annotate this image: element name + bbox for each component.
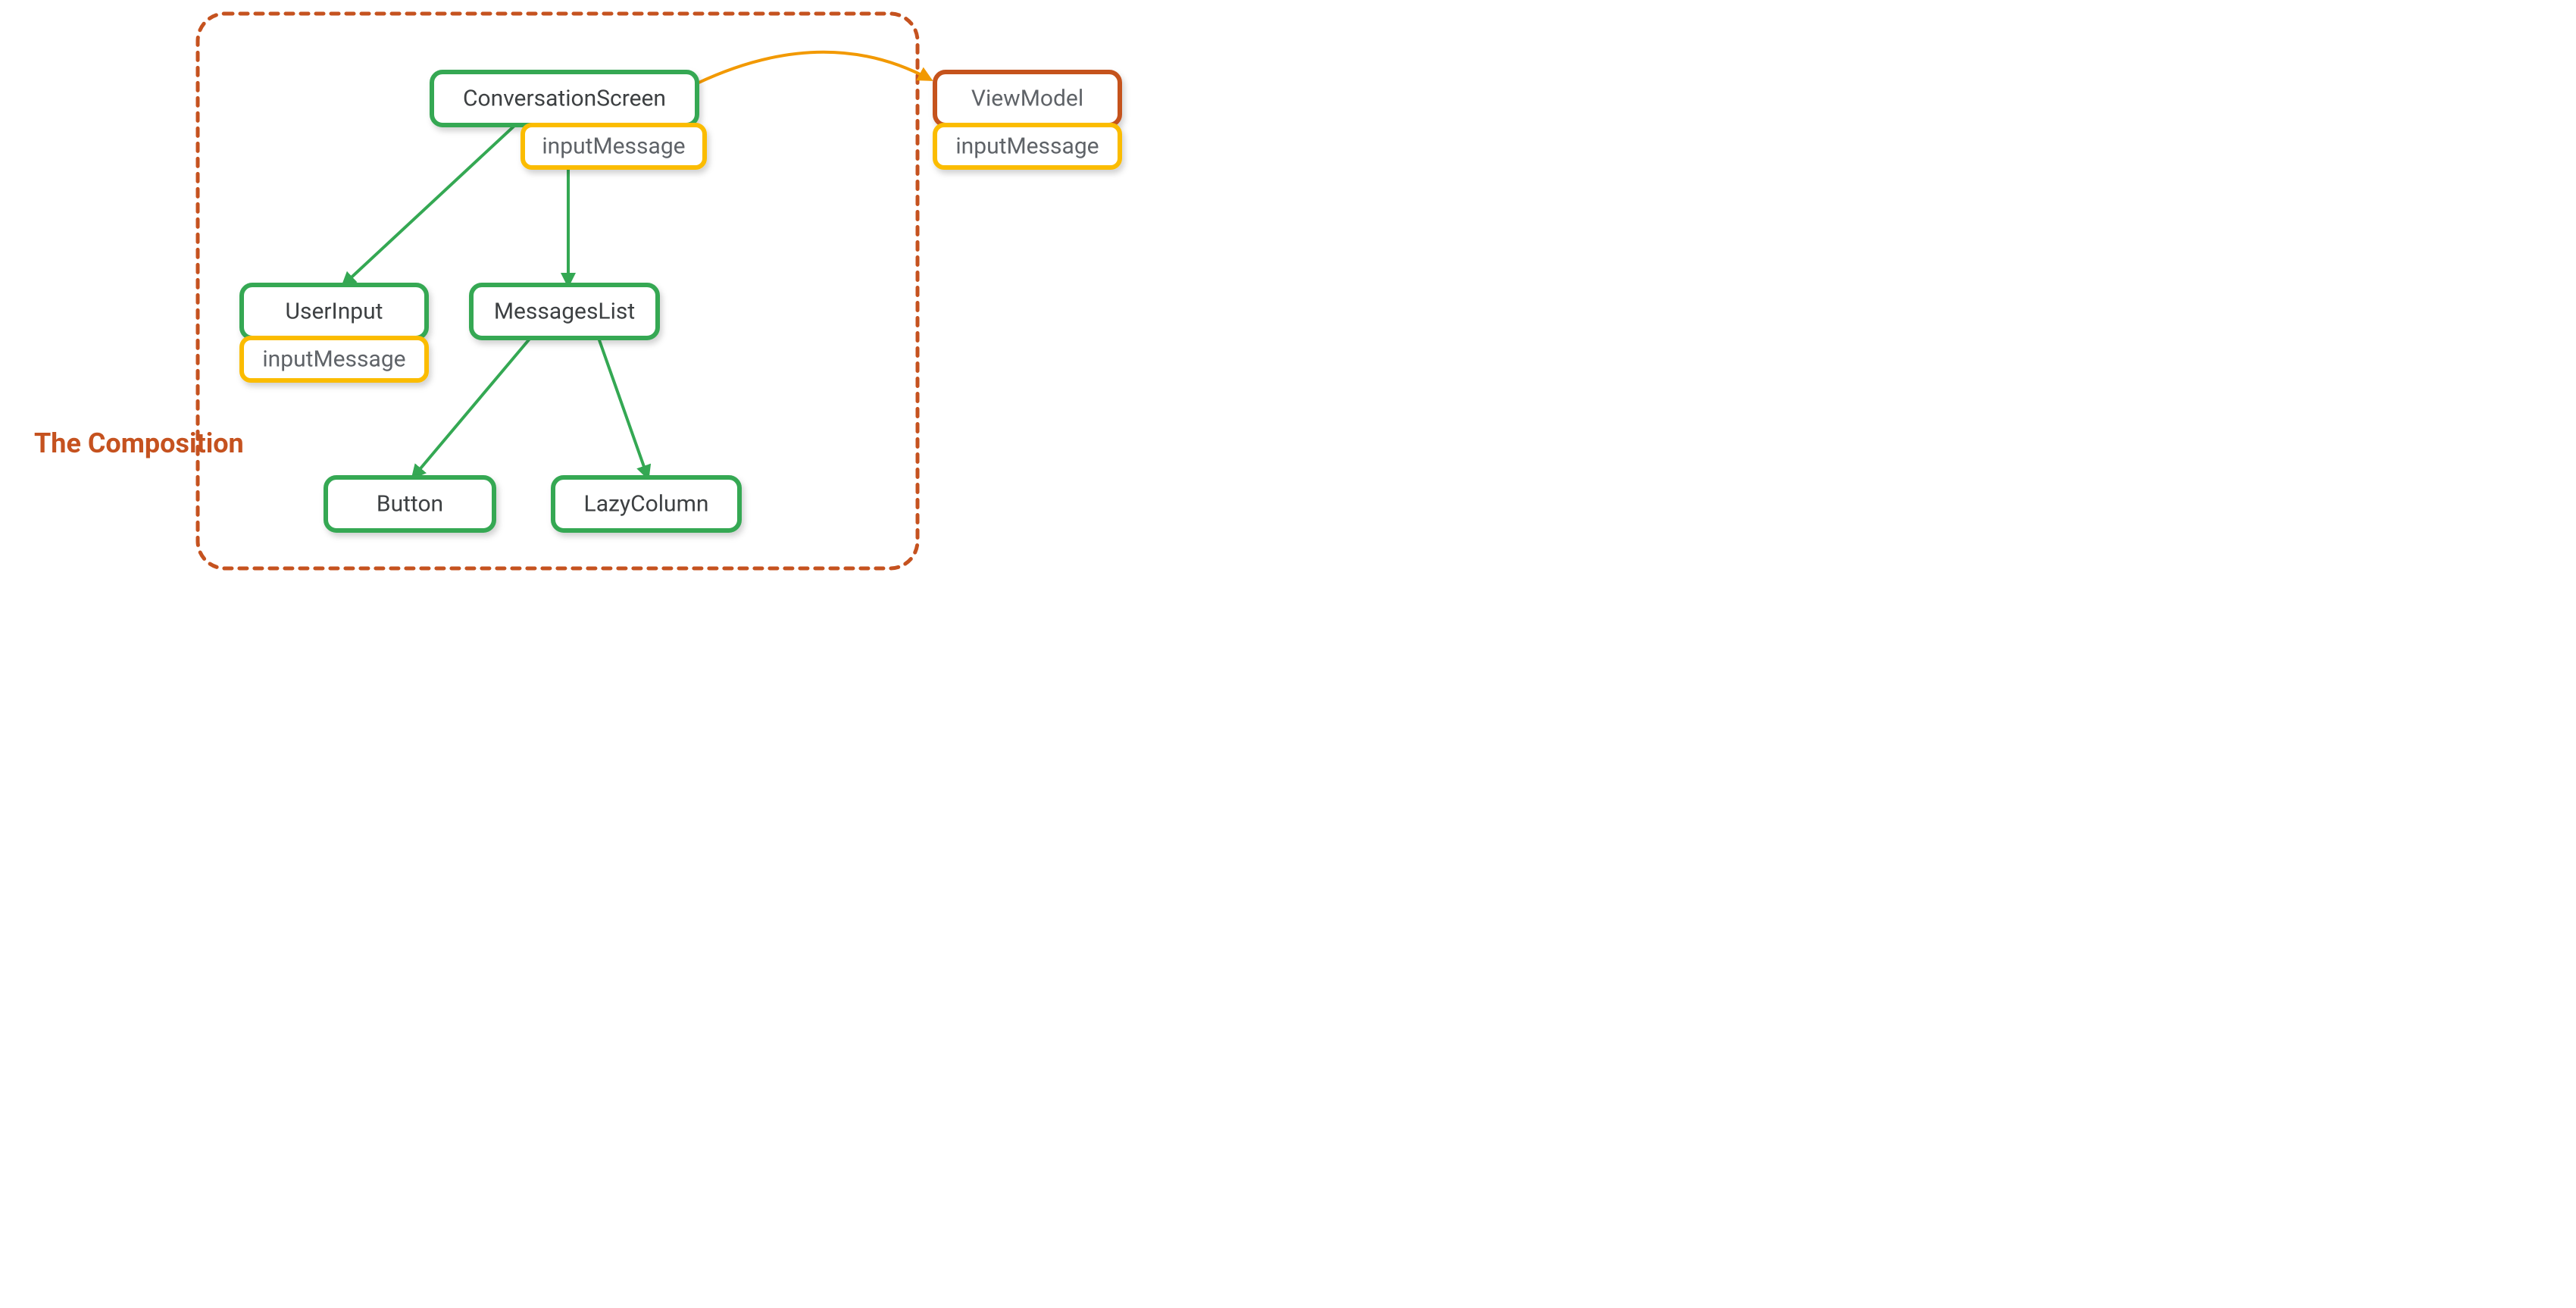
node-userInput-label: UserInput [286,299,383,325]
node-conversationScreen-label: ConversationScreen [463,86,666,112]
node-viewModel-sub: inputMessage [935,125,1120,167]
composition-title: The Composition [34,427,244,459]
node-button-label: Button [377,491,443,518]
edge-messagesList-button [413,338,530,477]
edge-conversationScreen-userInput [343,125,515,285]
node-button: Button [326,477,494,530]
node-conversationScreen: ConversationScreen [432,72,697,125]
node-lazyColumn-label: LazyColumn [584,491,709,518]
node-userInput: UserInput [242,285,427,338]
edge-messagesList-lazyColumn [599,338,648,477]
node-viewModel-label: ViewModel [971,86,1083,112]
node-messagesList-label: MessagesList [494,299,635,325]
node-conversationScreen-sub-label: inputMessage [542,133,685,160]
edge-conversationScreen-viewModel [697,52,930,83]
node-lazyColumn: LazyColumn [553,477,739,530]
node-userInput-sub-label: inputMessage [262,346,405,373]
node-messagesList: MessagesList [471,285,658,338]
node-userInput-sub: inputMessage [242,338,427,380]
node-conversationScreen-sub: inputMessage [523,125,705,167]
node-viewModel: ViewModel [935,72,1120,125]
node-viewModel-sub-label: inputMessage [955,133,1099,160]
